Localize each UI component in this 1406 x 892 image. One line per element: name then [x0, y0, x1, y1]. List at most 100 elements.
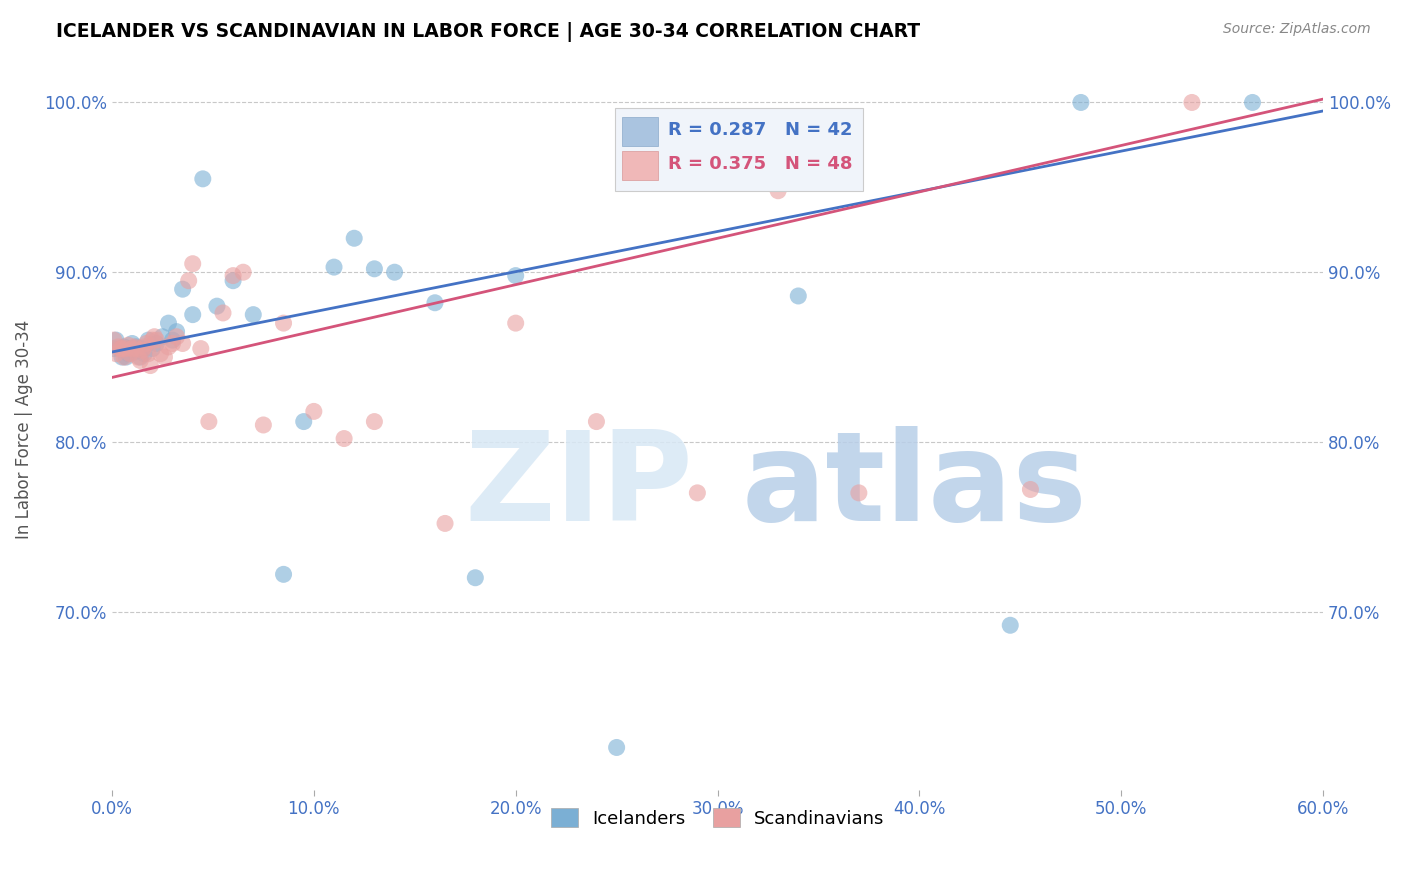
Scandinavians — [107, 340, 129, 354]
Scandinavians — [1181, 95, 1204, 110]
Scandinavians — [129, 353, 152, 368]
Icelanders — [131, 342, 153, 356]
Y-axis label: In Labor Force | Age 30-34: In Labor Force | Age 30-34 — [15, 319, 32, 539]
Text: atlas: atlas — [742, 426, 1087, 548]
Icelanders — [112, 340, 135, 354]
Icelanders — [191, 172, 214, 186]
Icelanders — [464, 571, 486, 585]
Scandinavians — [120, 347, 142, 361]
Scandinavians — [135, 336, 157, 351]
Scandinavians — [172, 336, 194, 351]
Icelanders — [242, 308, 264, 322]
Icelanders — [145, 336, 167, 351]
Icelanders — [136, 333, 159, 347]
Icelanders — [787, 289, 810, 303]
Icelanders — [166, 325, 188, 339]
Scandinavians — [122, 340, 145, 354]
Icelanders — [103, 342, 125, 356]
Scandinavians — [177, 274, 200, 288]
Icelanders — [141, 342, 163, 356]
Icelanders — [129, 350, 152, 364]
Scandinavians — [136, 347, 159, 361]
Text: Source: ZipAtlas.com: Source: ZipAtlas.com — [1223, 22, 1371, 37]
FancyBboxPatch shape — [614, 108, 863, 191]
Icelanders — [1070, 95, 1092, 110]
Scandinavians — [1019, 483, 1042, 497]
Text: R = 0.287   N = 42: R = 0.287 N = 42 — [668, 120, 852, 139]
Text: ZIP: ZIP — [464, 426, 693, 548]
Scandinavians — [252, 417, 274, 432]
Icelanders — [363, 261, 385, 276]
Icelanders — [1241, 95, 1264, 110]
Scandinavians — [108, 342, 131, 356]
Scandinavians — [145, 333, 167, 347]
Icelanders — [343, 231, 366, 245]
Scandinavians — [333, 432, 356, 446]
Icelanders — [121, 336, 143, 351]
Scandinavians — [157, 340, 180, 354]
Scandinavians — [190, 342, 212, 356]
Icelanders — [172, 282, 194, 296]
Scandinavians — [198, 415, 221, 429]
Icelanders — [323, 260, 346, 274]
Scandinavians — [127, 350, 149, 364]
Icelanders — [127, 342, 149, 356]
Icelanders — [205, 299, 228, 313]
Icelanders — [181, 308, 204, 322]
Scandinavians — [162, 336, 184, 351]
Scandinavians — [105, 347, 128, 361]
Icelanders — [273, 567, 295, 582]
Icelanders — [162, 333, 184, 347]
Scandinavians — [302, 404, 325, 418]
Scandinavians — [686, 486, 709, 500]
Scandinavians — [121, 342, 143, 356]
Icelanders — [111, 350, 134, 364]
Bar — [621, 152, 658, 180]
Scandinavians — [766, 184, 789, 198]
Icelanders — [157, 316, 180, 330]
Scandinavians — [434, 516, 457, 531]
Icelanders — [122, 345, 145, 359]
Scandinavians — [134, 340, 156, 354]
Icelanders — [125, 340, 148, 354]
Scandinavians — [143, 329, 166, 343]
Scandinavians — [232, 265, 254, 279]
Text: ICELANDER VS SCANDINAVIAN IN LABOR FORCE | AGE 30-34 CORRELATION CHART: ICELANDER VS SCANDINAVIAN IN LABOR FORCE… — [56, 22, 921, 42]
Legend: Icelanders, Scandinavians: Icelanders, Scandinavians — [544, 801, 891, 835]
Scandinavians — [585, 415, 607, 429]
Scandinavians — [149, 347, 172, 361]
Icelanders — [222, 274, 245, 288]
Scandinavians — [181, 257, 204, 271]
Icelanders — [152, 329, 174, 343]
Scandinavians — [117, 338, 139, 352]
Scandinavians — [141, 333, 163, 347]
Scandinavians — [166, 329, 188, 343]
Icelanders — [1000, 618, 1022, 632]
Icelanders — [115, 350, 138, 364]
Icelanders — [108, 342, 131, 356]
Icelanders — [606, 740, 628, 755]
Scandinavians — [103, 333, 125, 347]
Scandinavians — [363, 415, 385, 429]
Icelanders — [384, 265, 406, 279]
Bar — [621, 117, 658, 145]
Icelanders — [505, 268, 527, 283]
Icelanders — [117, 347, 139, 361]
Scandinavians — [131, 343, 153, 358]
Scandinavians — [125, 342, 148, 356]
Icelanders — [134, 347, 156, 361]
Icelanders — [423, 295, 446, 310]
Scandinavians — [273, 316, 295, 330]
Icelanders — [105, 333, 128, 347]
Scandinavians — [222, 268, 245, 283]
Scandinavians — [111, 342, 134, 356]
Scandinavians — [848, 486, 870, 500]
Icelanders — [292, 415, 315, 429]
Scandinavians — [212, 306, 235, 320]
Scandinavians — [505, 316, 527, 330]
Scandinavians — [112, 350, 135, 364]
Scandinavians — [115, 342, 138, 356]
Icelanders — [120, 342, 142, 356]
Text: R = 0.375   N = 48: R = 0.375 N = 48 — [668, 155, 852, 173]
Scandinavians — [153, 350, 176, 364]
